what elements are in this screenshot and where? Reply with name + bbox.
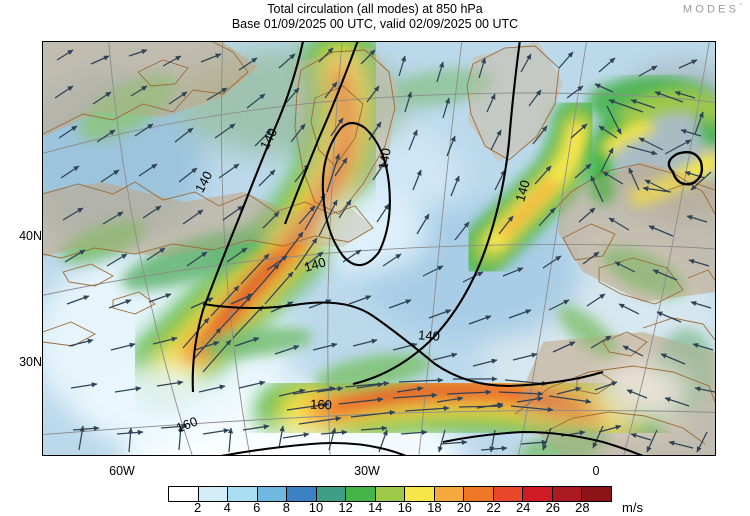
y-tick-label-30n: 30N: [19, 355, 42, 369]
colorbar-segment: [523, 487, 553, 501]
calm-centers: [83, 192, 688, 455]
colorbar-segment: [198, 487, 229, 501]
x-tick-label-30w: 30W: [354, 464, 380, 478]
colorbar-segment: [257, 487, 288, 501]
colorbar-segment: [228, 487, 258, 501]
colorbar-tick: 24: [515, 500, 531, 515]
wind-vector-layer: [54, 47, 715, 453]
brand-mark: °: [739, 3, 742, 10]
colorbar-tick: 16: [397, 500, 413, 515]
colorbar-segment: [169, 487, 199, 501]
colorbar-tick: 14: [367, 500, 383, 515]
colorbar-tick-labels: 2 4 6 8 10 12 14 16 18 20 22 24 26 28: [168, 500, 612, 516]
contour-layer: [191, 42, 704, 455]
contour-label: 140: [512, 178, 532, 203]
colorbar-segment: [493, 487, 524, 501]
colorbar-tick: 4: [223, 500, 231, 515]
y-tick-label-40n: 40N: [19, 229, 42, 243]
colorbar[interactable]: [168, 486, 612, 502]
colorbar-tick: 26: [545, 500, 561, 515]
colorbar-tick: 6: [253, 500, 261, 515]
colorbar-tick: 18: [427, 500, 442, 515]
colorbar-segment: [287, 487, 317, 501]
colorbar-segment: [552, 487, 583, 501]
land-overlay: [43, 42, 715, 455]
colorbar-segment: [375, 487, 406, 501]
chart-title: Total circulation (all modes) at 850 hPa: [267, 2, 483, 16]
contour-label: 140: [375, 147, 394, 171]
colorbar-tick: 8: [282, 500, 291, 515]
colorbar-segment: [434, 487, 465, 501]
colorbar-tick: 20: [456, 500, 472, 515]
colorbar-segment: [316, 487, 347, 501]
contour-label-layer: 140 140 140 140 140 140 160: [174, 126, 533, 436]
x-tick-label-0: 0: [592, 464, 600, 478]
map-plot-area[interactable]: 140 140 140 140 140 140 160: [42, 41, 716, 456]
colorbar-segment: [346, 487, 376, 501]
contour-label: 140: [302, 254, 327, 274]
contour-label: 140: [418, 327, 441, 343]
brand-text: MODES: [682, 3, 740, 16]
colorbar-tick: 10: [308, 500, 324, 515]
chart-title-block: Total circulation (all modes) at 850 hPa…: [0, 2, 750, 32]
contour-label: 160: [310, 397, 332, 413]
colorbar-segment: [582, 487, 611, 501]
colorbar-tick: 22: [486, 500, 501, 515]
x-tick-label-60w: 60W: [109, 464, 135, 478]
modes-logo: MODES°: [683, 3, 742, 16]
colorbar-tick: 2: [193, 500, 202, 515]
map-svg: 140 140 140 140 140 140 160: [43, 42, 715, 455]
chart-subtitle: Base 01/09/2025 00 UTC, valid 02/09/2025…: [231, 17, 519, 31]
jet-streak-northeast: [457, 96, 604, 278]
colorbar-segment: [405, 487, 435, 501]
colorbar-tick: 28: [575, 500, 590, 515]
colorbar-tick: 12: [338, 500, 353, 515]
colorbar-unit-label: m/s: [622, 500, 643, 515]
colorbar-segment: [464, 487, 494, 501]
coastline-layer: [43, 42, 715, 445]
